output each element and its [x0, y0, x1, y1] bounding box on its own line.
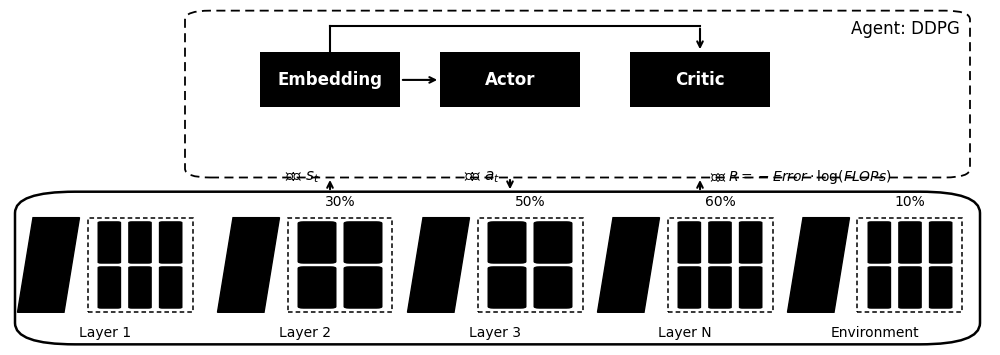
FancyBboxPatch shape: [534, 221, 572, 264]
FancyBboxPatch shape: [440, 53, 580, 108]
FancyBboxPatch shape: [298, 266, 336, 309]
FancyBboxPatch shape: [857, 218, 962, 312]
FancyBboxPatch shape: [898, 266, 922, 309]
FancyBboxPatch shape: [159, 266, 182, 309]
Text: 动作 $a_t$: 动作 $a_t$: [464, 170, 500, 185]
FancyBboxPatch shape: [929, 221, 952, 264]
Text: 50%: 50%: [515, 195, 545, 209]
FancyBboxPatch shape: [88, 218, 192, 312]
FancyBboxPatch shape: [488, 221, 526, 264]
FancyBboxPatch shape: [15, 192, 980, 344]
FancyBboxPatch shape: [344, 266, 382, 309]
FancyBboxPatch shape: [185, 11, 970, 178]
FancyBboxPatch shape: [898, 221, 922, 264]
FancyBboxPatch shape: [97, 266, 121, 309]
Text: 60%: 60%: [705, 195, 735, 209]
Text: Layer 1: Layer 1: [79, 327, 131, 340]
Text: Layer N: Layer N: [658, 327, 712, 340]
FancyBboxPatch shape: [159, 221, 182, 264]
FancyBboxPatch shape: [478, 218, 582, 312]
Text: Layer 3: Layer 3: [469, 327, 521, 340]
FancyBboxPatch shape: [929, 266, 952, 309]
FancyBboxPatch shape: [97, 221, 121, 264]
FancyBboxPatch shape: [708, 266, 732, 309]
Text: 10%: 10%: [895, 195, 925, 209]
FancyBboxPatch shape: [739, 221, 763, 264]
FancyBboxPatch shape: [668, 218, 772, 312]
Text: Actor: Actor: [485, 71, 535, 89]
Polygon shape: [598, 218, 660, 312]
Polygon shape: [408, 218, 470, 312]
Text: Critic: Critic: [675, 71, 725, 89]
FancyBboxPatch shape: [344, 221, 382, 264]
Text: 30%: 30%: [325, 195, 355, 209]
Polygon shape: [18, 218, 80, 312]
FancyBboxPatch shape: [128, 221, 152, 264]
Text: Environment: Environment: [831, 327, 919, 340]
FancyBboxPatch shape: [298, 221, 336, 264]
FancyBboxPatch shape: [288, 218, 392, 312]
FancyBboxPatch shape: [488, 266, 526, 309]
Text: 奖励 $R=-Error\cdot\log(FLOPs)$: 奖励 $R=-Error\cdot\log(FLOPs)$: [710, 169, 891, 186]
FancyBboxPatch shape: [678, 221, 701, 264]
FancyBboxPatch shape: [630, 53, 770, 108]
FancyBboxPatch shape: [739, 266, 763, 309]
Text: Embedding: Embedding: [278, 71, 382, 89]
FancyBboxPatch shape: [867, 221, 891, 264]
FancyBboxPatch shape: [867, 266, 891, 309]
Text: Layer 2: Layer 2: [279, 327, 331, 340]
FancyBboxPatch shape: [708, 221, 732, 264]
FancyBboxPatch shape: [260, 53, 400, 108]
Text: Agent: DDPG: Agent: DDPG: [851, 20, 960, 38]
FancyBboxPatch shape: [678, 266, 701, 309]
Polygon shape: [218, 218, 279, 312]
Text: 状态 $s_t$: 状态 $s_t$: [285, 170, 320, 185]
FancyBboxPatch shape: [128, 266, 152, 309]
Polygon shape: [788, 218, 849, 312]
FancyBboxPatch shape: [534, 266, 572, 309]
